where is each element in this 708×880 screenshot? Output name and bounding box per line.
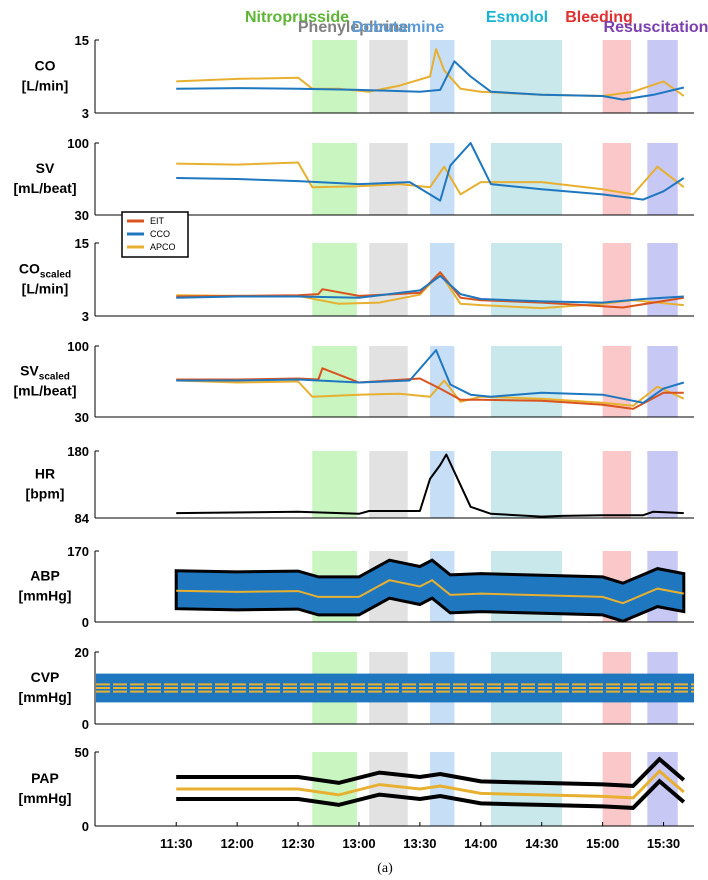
event-band [490, 752, 563, 826]
panel: 15 3 [75, 236, 694, 324]
event-band [602, 143, 632, 215]
y-axis-unit: [L/min] [22, 78, 69, 94]
x-tick-label: 15:30 [647, 836, 680, 851]
y-tick-label: 3 [82, 106, 89, 121]
y-tick-label: 0 [82, 717, 89, 732]
event-band [490, 451, 563, 518]
event-band [490, 143, 563, 215]
series-PAP-diastolic [176, 778, 686, 810]
x-tick-label: 14:30 [525, 836, 558, 851]
event-band [602, 40, 632, 113]
y-axis-unit: [mmHg] [19, 790, 72, 806]
event-band [647, 346, 678, 417]
x-tick-label: 13:30 [403, 836, 436, 851]
event-band [369, 243, 408, 316]
series-PAP-systolic [176, 756, 686, 788]
event-band [312, 143, 357, 215]
x-tick-label: 13:00 [342, 836, 375, 851]
event-band [602, 752, 632, 826]
y-tick-label: 20 [75, 645, 89, 660]
panel: 180 84 [67, 444, 694, 526]
y-tick-label: 15 [75, 236, 89, 251]
panel: 100 30 [67, 339, 694, 425]
y-axis-unit: [bpm] [26, 486, 65, 502]
y-tick-label: 180 [67, 444, 89, 459]
y-axis-label: COscaled [19, 261, 71, 281]
series-APCO-line [176, 379, 685, 407]
series-CCO-line [176, 349, 685, 404]
y-tick-label: 0 [82, 819, 89, 834]
x-tick-label: 14:00 [464, 836, 497, 851]
legend-entry: APCO [150, 242, 176, 252]
series-CCO-line [176, 60, 685, 101]
series-APCO-line [176, 48, 685, 97]
y-axis-label: CO [35, 58, 56, 74]
x-tick-label: 12:00 [221, 836, 254, 851]
y-axis-label: SV [36, 160, 55, 176]
series-CCO-line [176, 142, 685, 202]
y-axis-label: SVscaled [20, 363, 70, 383]
y-axis-label: ABP [30, 568, 60, 584]
event-band [647, 451, 678, 518]
y-tick-label: 30 [75, 208, 89, 223]
event-band [602, 451, 632, 518]
y-tick-label: 0 [82, 615, 89, 630]
y-axis-label: CVP [31, 669, 60, 685]
y-axis-unit: [mmHg] [19, 588, 72, 604]
y-axis-unit: [mL/beat] [14, 180, 77, 196]
event-band [312, 752, 357, 826]
event-label: Esmolol [486, 9, 548, 26]
x-tick-label: 11:30 [160, 836, 193, 851]
event-band [490, 40, 563, 113]
event-band [490, 243, 563, 316]
y-tick-label: 100 [67, 136, 89, 151]
x-tick-label: 12:30 [281, 836, 314, 851]
event-band [647, 40, 678, 113]
y-tick-label: 170 [67, 544, 89, 559]
event-band [312, 451, 357, 518]
y-axis-unit: [mmHg] [19, 689, 72, 705]
event-band [602, 243, 632, 316]
y-axis-label: HR [35, 466, 55, 482]
panel: 50 0 [75, 745, 694, 834]
series-HR-line [176, 453, 684, 518]
event-band [369, 752, 408, 826]
panel: 100 30 [67, 136, 694, 223]
y-tick-label: 15 [75, 33, 89, 48]
y-axis-unit: [mL/beat] [14, 383, 77, 399]
event-band [369, 451, 408, 518]
series-APCO-line [176, 161, 685, 196]
event-label: Dobutamine [352, 19, 445, 36]
y-axis-unit: [L/min] [22, 281, 69, 297]
y-tick-label: 50 [75, 745, 89, 760]
event-label: Nitroprusside [245, 9, 349, 26]
event-band [369, 40, 408, 113]
event-band [369, 143, 408, 215]
event-band [312, 243, 357, 316]
series-ABP-band [174, 558, 686, 623]
figure-caption: (a) [377, 861, 393, 876]
legend-entry: EIT [150, 216, 165, 226]
event-label: Phenylephrine [298, 19, 408, 36]
y-tick-label: 100 [67, 339, 89, 354]
event-label: Bleeding [565, 9, 633, 26]
y-tick-label: 30 [75, 410, 89, 425]
legend-entry: CCO [150, 229, 170, 239]
panel: 20 0 [75, 645, 694, 732]
event-label: Resuscitation [604, 19, 708, 36]
event-band [312, 40, 357, 113]
series-PAP-mean [176, 769, 685, 800]
event-band [490, 346, 563, 417]
series-CCO-line [176, 274, 684, 304]
y-axis-label: PAP [31, 770, 59, 786]
x-tick-label: 15:00 [586, 836, 619, 851]
panel: 15 3 [75, 33, 694, 121]
series-ABP-mean [176, 579, 684, 605]
y-tick-label: 84 [75, 511, 90, 526]
y-tick-label: 3 [82, 309, 89, 324]
